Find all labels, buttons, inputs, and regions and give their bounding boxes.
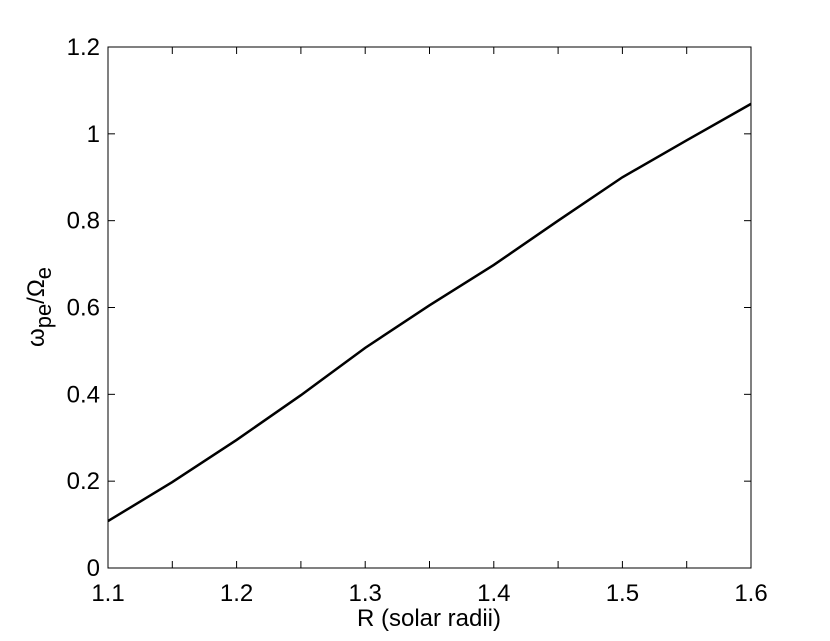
y-tick-label: 0.2 — [67, 468, 100, 495]
y-label-part: e — [31, 267, 56, 279]
x-tick-label: 1.4 — [477, 580, 510, 607]
x-tick-label: 1.5 — [606, 580, 639, 607]
data-line — [107, 102, 752, 523]
x-tick-label: 1.6 — [734, 580, 767, 607]
y-tick-label: 0.8 — [67, 208, 100, 235]
x-tick-label: 1.1 — [91, 580, 124, 607]
x-tick-label: 1.2 — [220, 580, 253, 607]
y-tick-label: 1 — [87, 121, 100, 148]
y-tick-label: 0.4 — [67, 381, 100, 408]
y-tick-label: 0 — [87, 555, 100, 582]
y-axis-label: ωpe/Ωe — [23, 267, 56, 347]
x-axis-label: R (solar radii) — [357, 605, 501, 632]
y-tick-label: 1.2 — [67, 34, 100, 61]
y-label-part: /Ω — [23, 279, 50, 304]
y-label-part: ω — [23, 328, 50, 347]
plot-frame — [107, 46, 752, 569]
y-tick-label: 0.6 — [67, 295, 100, 322]
x-tick-label: 1.3 — [349, 580, 382, 607]
y-label-part: pe — [31, 304, 56, 328]
